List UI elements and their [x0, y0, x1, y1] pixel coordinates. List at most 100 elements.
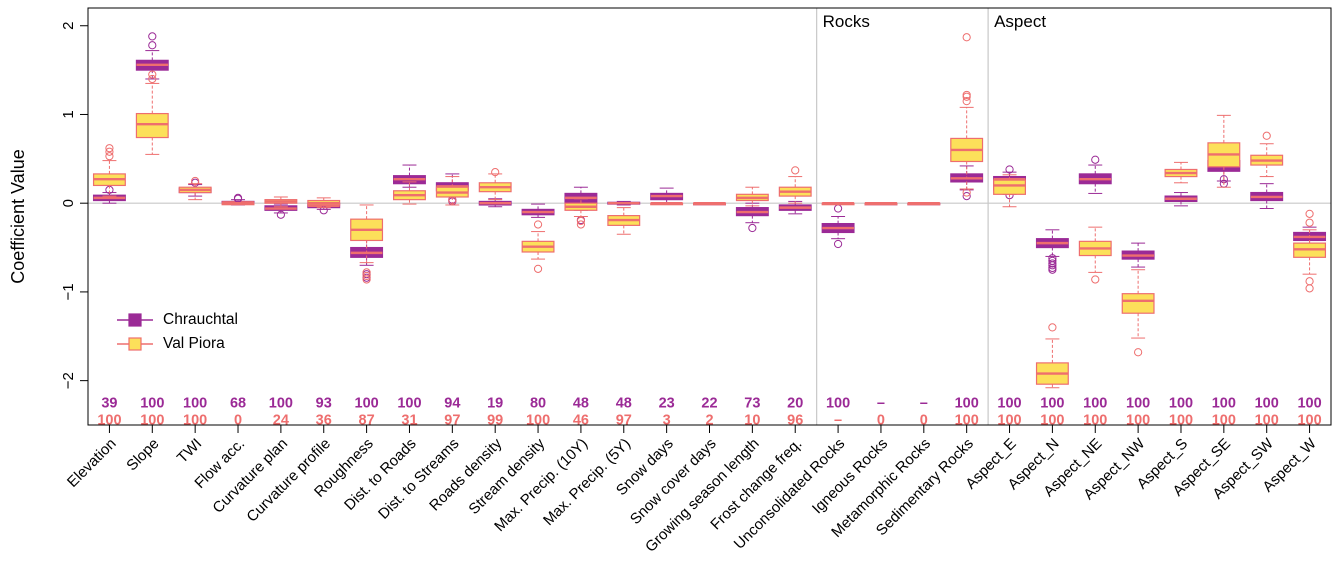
box-val-piora-24: [1121, 269, 1155, 357]
box-val-piora-21: [993, 174, 1026, 208]
count-label-chrauchtal: 100: [997, 396, 1021, 412]
box-val-piora-5: [307, 197, 341, 209]
count-label-val-piora: 100: [183, 412, 207, 428]
section-label-aspect: Aspect: [994, 12, 1046, 31]
count-label-val-piora: 96: [787, 412, 803, 428]
outlier-point: [276, 210, 285, 219]
box-val-piora-16: [778, 166, 812, 204]
count-label-val-piora: 100: [1040, 412, 1064, 428]
box-chrauchtal-27: [1250, 183, 1284, 210]
count-label-val-piora: 31: [401, 412, 417, 428]
outlier-point: [962, 97, 971, 106]
outlier-point: [148, 70, 157, 79]
count-label-val-piora: 10: [744, 412, 760, 428]
count-label-chrauchtal: 80: [530, 396, 546, 412]
count-label-val-piora: 100: [97, 412, 121, 428]
count-label-chrauchtal: 100: [1297, 396, 1321, 412]
count-label-val-piora: 100: [1297, 412, 1321, 428]
outlier-point: [105, 152, 114, 161]
outlier-point: [148, 32, 157, 41]
outlier-point: [962, 33, 971, 42]
count-label-chrauchtal: 93: [316, 396, 332, 412]
count-label-val-piora: 100: [1126, 412, 1150, 428]
count-label-val-piora: 0: [877, 412, 885, 428]
count-label-val-piora: 0: [234, 412, 242, 428]
outlier-point: [576, 220, 586, 229]
box-chrauchtal-17: [821, 204, 855, 249]
count-label-chrauchtal: 22: [701, 396, 717, 412]
outlier-point: [1005, 165, 1014, 174]
box-val-piora-4: [264, 196, 298, 208]
outlier-point: [1048, 265, 1057, 274]
outlier-point: [533, 220, 543, 229]
box-val-piora-19: [907, 201, 941, 206]
outlier-point: [833, 239, 843, 249]
outlier-point: [1305, 218, 1314, 227]
count-label-chrauchtal: 100: [1212, 396, 1236, 412]
count-label-chrauchtal: 100: [826, 396, 850, 412]
outlier-point: [1091, 275, 1100, 284]
box-val-piora-8: [435, 176, 469, 206]
outlier-point: [362, 275, 371, 284]
outlier-point: [233, 193, 243, 202]
box-iqr: [993, 179, 1026, 195]
count-label-val-piora: 46: [573, 412, 589, 428]
count-label-val-piora: 100: [955, 412, 979, 428]
box-val-piora-18: [864, 201, 898, 206]
box-chrauchtal-22: [1035, 229, 1069, 274]
count-label-chrauchtal: 100: [183, 396, 207, 412]
box-iqr: [1121, 293, 1155, 314]
box-val-piora-7: [393, 181, 426, 205]
box-chrauchtal-24: [1121, 242, 1155, 268]
outlier-point: [1262, 131, 1271, 140]
outlier-point: [448, 196, 457, 205]
outlier-point: [191, 176, 200, 186]
count-label-chrauchtal: 100: [955, 396, 979, 412]
box-val-piora-28: [1293, 209, 1327, 293]
outlier-point: [362, 271, 371, 281]
count-label-chrauchtal: 100: [1255, 396, 1279, 412]
box-val-piora-2: [178, 176, 212, 201]
count-label-val-piora: 100: [1169, 412, 1193, 428]
outlier-point: [1048, 261, 1057, 270]
count-label-val-piora: 99: [487, 412, 503, 428]
count-label-val-piora: –: [834, 412, 842, 428]
box-val-piora-26: [1207, 114, 1241, 188]
box-chrauchtal-16: [778, 200, 812, 215]
box-val-piora-25: [1164, 161, 1198, 184]
count-label-chrauchtal: 48: [573, 396, 589, 412]
box-val-piora-14: [693, 201, 726, 206]
box-val-piora-23: [1078, 226, 1112, 284]
box-iqr: [135, 112, 169, 139]
box-val-piora-9: [478, 168, 512, 201]
count-label-chrauchtal: 100: [1126, 396, 1150, 412]
text-layer: Rocks Aspect: [823, 12, 1047, 31]
count-label-chrauchtal: 100: [269, 396, 293, 412]
count-label-chrauchtal: 100: [397, 396, 421, 412]
legend-label-val-piora: Val Piora: [163, 335, 225, 352]
count-label-val-piora: 100: [140, 412, 164, 428]
box-val-piora-3: [221, 201, 255, 206]
count-label-chrauchtal: 94: [444, 396, 460, 412]
count-label-val-piora: 0: [920, 412, 928, 428]
count-label-val-piora: 87: [359, 412, 375, 428]
count-label-val-piora: 100: [997, 412, 1021, 428]
count-label-chrauchtal: 100: [140, 396, 164, 412]
count-label-chrauchtal: 39: [101, 396, 117, 412]
box-val-piora-11: [564, 198, 598, 229]
count-label-chrauchtal: –: [877, 396, 885, 412]
box-val-piora-13: [650, 201, 684, 206]
count-label-val-piora: 100: [1255, 412, 1279, 428]
outlier-point: [1048, 323, 1057, 332]
count-label-chrauchtal: 100: [1040, 396, 1064, 412]
count-label-chrauchtal: 19: [487, 396, 503, 412]
box-val-piora-0: [92, 144, 126, 197]
count-label-val-piora: 100: [1212, 412, 1236, 428]
count-label-chrauchtal: 73: [744, 396, 760, 412]
count-label-chrauchtal: 20: [787, 396, 803, 412]
legend-layer: Chrauchtal Val Piora: [117, 311, 238, 352]
box-chrauchtal-9: [478, 198, 512, 208]
boxes-layer: [92, 32, 1327, 389]
